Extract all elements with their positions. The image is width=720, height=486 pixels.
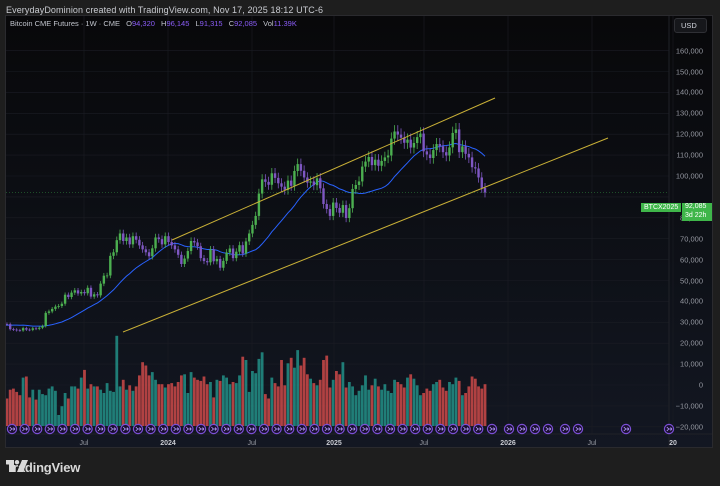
event-marker-icon[interactable] bbox=[321, 423, 333, 435]
event-marker-icon[interactable] bbox=[347, 423, 358, 435]
chart-background bbox=[6, 16, 712, 447]
event-marker-icon[interactable] bbox=[486, 423, 498, 435]
price-axis-label: −10,000 bbox=[675, 401, 703, 411]
time-axis-label: Jul bbox=[419, 440, 429, 447]
event-marker-icon[interactable] bbox=[94, 423, 106, 435]
tradingview-logo-icon bbox=[6, 460, 28, 472]
price-axis-label: 60,000 bbox=[680, 255, 703, 265]
event-marker-icon[interactable] bbox=[473, 423, 484, 435]
event-marker-icon[interactable] bbox=[422, 423, 433, 435]
event-marker-icon[interactable] bbox=[334, 423, 345, 435]
event-marker-icon[interactable] bbox=[542, 423, 554, 435]
event-marker-icon[interactable] bbox=[435, 423, 446, 435]
price-axis-label: 70,000 bbox=[680, 234, 703, 244]
tradingview-branding[interactable]: TradingView bbox=[6, 460, 80, 475]
event-marker-icon[interactable] bbox=[157, 423, 169, 435]
event-marker-icon[interactable] bbox=[663, 423, 675, 435]
price-axis-label: 10,000 bbox=[680, 359, 703, 369]
event-marker-icon[interactable] bbox=[559, 423, 571, 435]
price-axis-label: 50,000 bbox=[680, 276, 703, 285]
price-axis-label: 140,000 bbox=[675, 87, 703, 97]
event-marker-icon[interactable] bbox=[271, 423, 282, 435]
price-axis-label: 120,000 bbox=[675, 129, 703, 139]
time-axis-label: 2026 bbox=[500, 440, 516, 447]
last-price-tag: 92,085 3d 22h bbox=[682, 203, 712, 221]
symbol-legend[interactable]: Bitcoin CME Futures · 1W · CME O94,320 H… bbox=[10, 19, 297, 28]
high-value: 96,145 bbox=[166, 19, 190, 28]
event-marker-icon[interactable] bbox=[132, 423, 144, 435]
price-axis-label: 0 bbox=[698, 380, 703, 390]
event-marker-icon[interactable] bbox=[460, 423, 471, 435]
currency-button[interactable]: USD bbox=[674, 18, 707, 33]
bar-countdown: 3d 22h bbox=[685, 211, 707, 219]
event-marker-icon[interactable] bbox=[57, 423, 68, 435]
event-marker-icon[interactable] bbox=[516, 423, 528, 435]
price-axis-label: 100,000 bbox=[675, 171, 703, 181]
event-marker-icon[interactable] bbox=[296, 423, 307, 435]
event-marker-icon[interactable] bbox=[170, 423, 181, 435]
event-marker-icon[interactable] bbox=[19, 423, 30, 435]
low-value: 91,315 bbox=[199, 19, 223, 28]
event-marker-icon[interactable] bbox=[120, 423, 131, 435]
event-marker-icon[interactable] bbox=[309, 423, 320, 435]
event-marker-icon[interactable] bbox=[284, 423, 295, 435]
price-axis-label: 130,000 bbox=[675, 108, 703, 118]
event-marker-icon[interactable] bbox=[32, 423, 43, 435]
volume-value: 11.39K bbox=[273, 19, 297, 28]
event-marker-icon[interactable] bbox=[82, 423, 93, 435]
event-marker-icon[interactable] bbox=[6, 423, 18, 435]
event-marker-icon[interactable] bbox=[220, 423, 232, 435]
event-marker-icon[interactable] bbox=[372, 423, 383, 435]
event-marker-icon[interactable] bbox=[258, 423, 270, 435]
time-axis-label: Jul bbox=[247, 440, 257, 447]
price-chart-plot[interactable] bbox=[6, 16, 713, 448]
event-marker-icon[interactable] bbox=[208, 423, 219, 435]
symbol-title: Bitcoin CME Futures · 1W · CME bbox=[10, 19, 121, 28]
close-value: 92,085 bbox=[234, 19, 258, 28]
event-marker-icon[interactable] bbox=[410, 423, 421, 435]
price-axis-label: −20,000 bbox=[675, 422, 703, 432]
event-marker-icon[interactable] bbox=[447, 423, 459, 435]
event-marker-icon[interactable] bbox=[397, 423, 408, 435]
time-axis-label: 2025 bbox=[326, 440, 342, 447]
event-marker-icon[interactable] bbox=[44, 423, 56, 435]
event-marker-icon[interactable] bbox=[107, 423, 119, 435]
last-price-value: 92,085 bbox=[685, 203, 707, 210]
event-marker-icon[interactable] bbox=[384, 423, 396, 435]
event-marker-icon[interactable] bbox=[529, 423, 541, 435]
time-axis-label: 2024 bbox=[160, 440, 176, 447]
event-marker-icon[interactable] bbox=[503, 423, 515, 435]
price-axis-label: 30,000 bbox=[680, 317, 703, 327]
price-axis-label: 150,000 bbox=[675, 67, 703, 76]
time-axis-label: Jul bbox=[79, 440, 89, 447]
time-axis-label: 20 bbox=[669, 440, 677, 447]
time-axis-label: Jul bbox=[587, 440, 597, 447]
price-axis-label: 20,000 bbox=[680, 338, 703, 348]
chart-caption: EverydayDominion created with TradingVie… bbox=[6, 5, 324, 15]
price-axis-label: 110,000 bbox=[676, 150, 703, 160]
event-marker-icon[interactable] bbox=[359, 423, 370, 435]
open-value: 94,320 bbox=[131, 19, 155, 28]
symbol-price-label: BTCX2025 bbox=[641, 203, 682, 212]
event-marker-icon[interactable] bbox=[233, 423, 244, 435]
price-axis-label: 160,000 bbox=[675, 46, 703, 56]
event-marker-icon[interactable] bbox=[183, 423, 194, 435]
event-marker-icon[interactable] bbox=[620, 423, 632, 435]
event-marker-icon[interactable] bbox=[195, 423, 207, 435]
price-axis-label: 40,000 bbox=[680, 296, 703, 306]
chart-panel[interactable]: Bitcoin CME Futures · 1W · CME O94,320 H… bbox=[5, 15, 713, 448]
event-marker-icon[interactable] bbox=[145, 423, 156, 435]
event-marker-icon[interactable] bbox=[69, 423, 81, 435]
event-marker-icon[interactable] bbox=[246, 423, 257, 435]
event-marker-icon[interactable] bbox=[572, 423, 584, 435]
